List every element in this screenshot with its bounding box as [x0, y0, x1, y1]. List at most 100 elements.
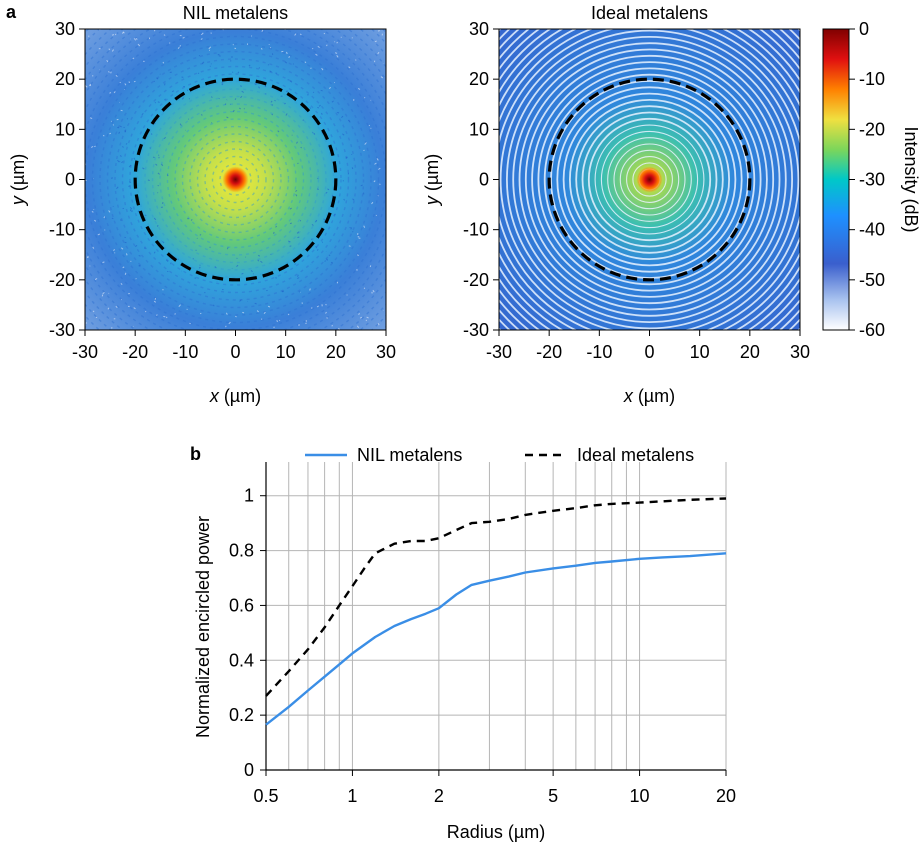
heatmap-speckle	[263, 311, 266, 314]
heatmap-speckle	[182, 36, 185, 39]
heatmap-speckle	[224, 103, 227, 105]
heatmap-speckle	[228, 321, 231, 325]
heatmap-speckle	[316, 305, 320, 308]
heatmap-speckle	[239, 299, 242, 302]
heatmap-speckle	[297, 236, 300, 239]
heatmap-speckle	[276, 320, 278, 323]
heatmap-speckle	[350, 227, 353, 230]
heatmap-speckle	[89, 117, 93, 120]
heatmap-speckle	[135, 244, 138, 248]
heatmap-speckle	[327, 188, 330, 191]
heatmap-ring	[159, 103, 312, 256]
heatmap-speckle	[210, 96, 213, 98]
heatmap-speckle	[121, 161, 124, 164]
heatmap-speckle	[171, 90, 175, 93]
heatmap-nil-xlabel: x (µm)	[209, 386, 261, 406]
heatmap-speckle	[278, 319, 281, 322]
heatmap-speckle	[337, 111, 340, 114]
heatmap-speckle	[153, 80, 155, 83]
heatmap-speckle	[107, 307, 110, 310]
heatmap-speckle	[186, 308, 188, 311]
heatmap-speckle	[312, 91, 315, 94]
heatmap-speckle	[121, 31, 125, 34]
heatmap-speckle	[162, 61, 165, 64]
y-tick-label: 10	[55, 119, 75, 139]
heatmap-speckle	[109, 91, 112, 94]
heatmap-speckle	[380, 76, 384, 79]
heatmap-speckle	[115, 305, 118, 308]
heatmap-speckle	[323, 218, 326, 221]
heatmap-speckle	[377, 51, 380, 55]
heatmap-speckle	[123, 31, 125, 34]
heatmap-speckle	[122, 146, 124, 148]
heatmap-speckle	[132, 57, 135, 60]
heatmap-speckle	[277, 130, 280, 133]
heatmap-speckle	[356, 325, 360, 328]
heatmap-speckle	[295, 194, 298, 197]
heatmap-speckle	[157, 172, 160, 175]
heatmap-speckle	[240, 95, 243, 99]
y-tick-label: -30	[463, 320, 489, 340]
heatmap-speckle	[296, 231, 300, 234]
heatmap-speckle	[333, 213, 336, 217]
heatmap-speckle	[269, 70, 272, 73]
heatmap-speckle	[242, 311, 245, 314]
heatmap-speckle	[212, 304, 215, 307]
heatmap-speckle	[298, 291, 301, 293]
heatmap-speckle	[241, 90, 244, 93]
panel-label-b: b	[190, 444, 201, 464]
heatmap-speckle	[352, 231, 354, 233]
heatmap-speckle	[345, 156, 348, 159]
heatmap-speckle	[114, 33, 117, 36]
y-tick-label: 30	[469, 19, 489, 39]
y-tick-label: 1	[244, 486, 254, 506]
heatmap-speckle	[373, 180, 376, 183]
heatmap-speckle	[135, 37, 138, 40]
heatmap-speckle	[166, 259, 169, 262]
x-tick-label: -20	[122, 342, 148, 362]
x-tick-label: -30	[72, 342, 98, 362]
heatmap-speckle	[214, 266, 217, 269]
heatmap-speckle	[260, 318, 263, 320]
heatmap-ring	[204, 148, 267, 211]
heatmap-speckle	[379, 183, 381, 186]
heatmap-speckle	[94, 277, 98, 281]
heatmap-speckle	[119, 125, 122, 128]
heatmap-speckle	[124, 83, 127, 86]
heatmap-speckle	[234, 98, 237, 101]
heatmap-speckle	[155, 163, 158, 166]
heatmap-focal-spot	[222, 166, 249, 193]
heatmap-speckle	[325, 303, 327, 306]
heatmap-speckle	[305, 322, 307, 325]
heatmap-speckle	[331, 325, 334, 327]
heatmap-ring	[219, 163, 252, 196]
heatmap-speckle	[310, 67, 312, 69]
heatmap-speckle	[178, 304, 181, 308]
heatmap-speckle	[328, 86, 332, 89]
heatmap-speckle	[320, 89, 323, 92]
heatmap-speckle	[138, 255, 141, 257]
x-tick-label: 10	[276, 342, 296, 362]
heatmap-speckle	[257, 259, 260, 262]
heatmap-speckle	[358, 313, 360, 315]
line-chart-xlabel: Radius (µm)	[447, 822, 545, 842]
heatmap-speckle	[311, 224, 314, 226]
heatmap-speckle	[374, 162, 377, 165]
heatmap-speckle	[250, 35, 253, 37]
heatmap-speckle	[325, 311, 327, 314]
heatmap-speckle	[275, 225, 278, 228]
colorbar-tick-label: -10	[859, 69, 885, 89]
heatmap-speckle	[92, 246, 95, 249]
heatmap-speckle	[236, 264, 239, 268]
heatmap-ring	[562, 92, 737, 267]
heatmap-ring	[632, 162, 667, 197]
heatmap-speckle	[285, 90, 289, 92]
x-tick-label: 0	[644, 342, 654, 362]
heatmap-speckle	[360, 184, 363, 187]
heatmap-speckle	[377, 30, 380, 32]
heatmap-speckle	[328, 254, 331, 257]
y-tick-label: 20	[469, 69, 489, 89]
heatmap-ring	[569, 99, 731, 260]
heatmap-speckle	[260, 47, 263, 50]
heatmap-speckle	[235, 315, 237, 318]
